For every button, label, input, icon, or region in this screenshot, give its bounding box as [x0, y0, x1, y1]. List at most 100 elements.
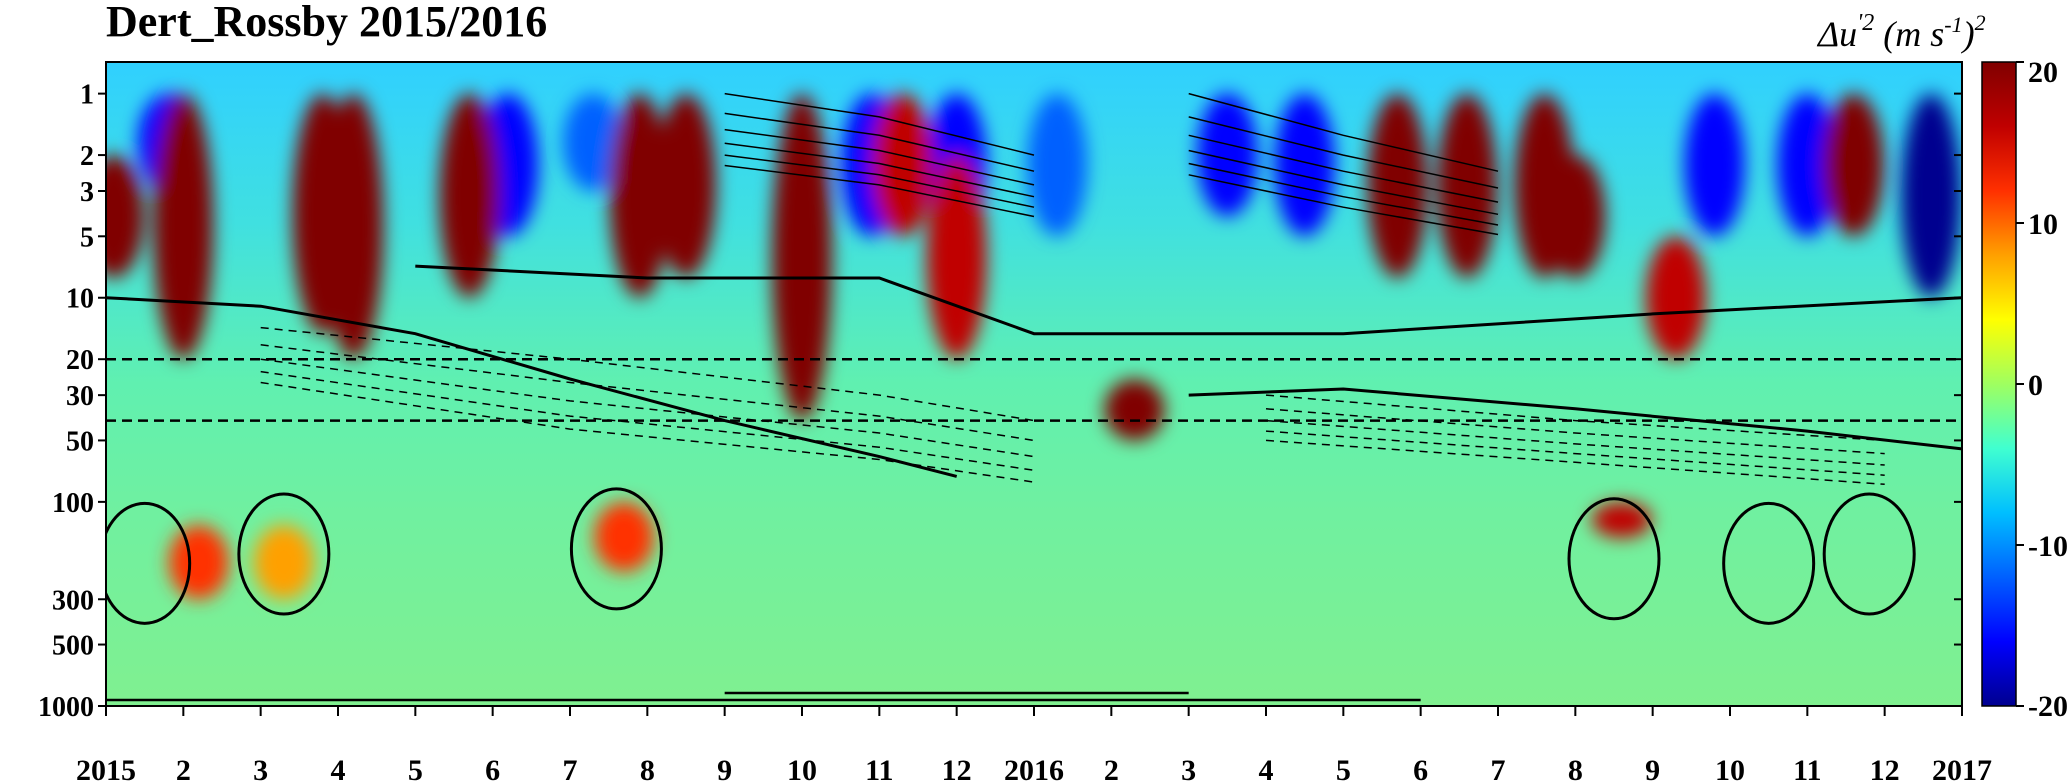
- x-tick-label: 10: [787, 754, 817, 784]
- x-tick-label: 4: [331, 754, 346, 784]
- x-tick-label: 2: [1104, 754, 1119, 784]
- hot-spot: [872, 93, 933, 237]
- x-tick-label: 2015: [76, 754, 136, 784]
- y-tick-label: 1000: [38, 692, 94, 723]
- negative-contour-line: [260, 326, 1035, 422]
- y-axis: 1 2 3 5 10 20 30 50 100 300 500 1000: [38, 80, 1962, 723]
- positive-contour-line: [1188, 174, 1499, 236]
- y-tick-label: 500: [52, 631, 94, 662]
- x-tick-label: 10: [1715, 754, 1745, 784]
- hot-spot: [168, 525, 229, 600]
- hot-spot: [1104, 378, 1165, 441]
- y-tick-label: 1: [80, 80, 94, 111]
- hot-spot: [1823, 93, 1884, 237]
- cold-spot: [1274, 93, 1335, 237]
- svg-text:Δu'2 (m s-1)2: Δu'2 (m s-1)2: [1816, 10, 1986, 54]
- colorbar: 20 10 0 -10 -20: [1981, 56, 2067, 723]
- positive-contour-line: [1188, 134, 1499, 203]
- hot-spot: [772, 93, 832, 421]
- positive-contour-line: [1188, 162, 1499, 226]
- hot-spot: [594, 501, 655, 572]
- positive-contour-line: [724, 92, 1035, 156]
- x-tick-label: 9: [1645, 754, 1660, 784]
- colorbar-tick-label: -20: [2028, 690, 2067, 723]
- positive-contour-line: [1188, 149, 1499, 216]
- x-tick-label: 8: [640, 754, 655, 784]
- dashed-levels: [106, 357, 1962, 422]
- positive-contour-line: [724, 164, 1035, 218]
- x-tick-label: 5: [1336, 754, 1351, 784]
- hot-spot: [106, 155, 144, 278]
- lower-contour-loop: [106, 501, 192, 625]
- lower-contour-loop: [237, 492, 331, 616]
- negative-contour-line: [260, 358, 1035, 458]
- lower-contour-loop: [1722, 501, 1816, 625]
- positive-contour-line: [1188, 92, 1499, 172]
- x-tick-label: 2016: [1004, 754, 1064, 784]
- negative-contour-line: [1265, 439, 1885, 486]
- y-tick-label: 10: [66, 284, 94, 315]
- chart-title: Dert_Rossby 2015/2016: [106, 0, 547, 46]
- x-tick-label: 3: [253, 754, 268, 784]
- zero-contour-line: [415, 264, 1962, 336]
- y-tick-label: 3: [80, 177, 94, 208]
- y-tick-label: 300: [52, 585, 94, 616]
- hot-spot: [656, 93, 716, 278]
- hot-spot: [1645, 236, 1706, 360]
- positive-contour-line: [724, 112, 1035, 172]
- positive-contour-line: [724, 142, 1035, 198]
- colorbar-tick-label: 10: [2028, 208, 2058, 241]
- lower-contour-loop: [1822, 492, 1916, 616]
- x-tick-label: 6: [1413, 754, 1428, 784]
- lower-contour-loop: [569, 487, 663, 611]
- colorbar-label: Δu'2 (m s-1)2: [1816, 10, 1986, 54]
- x-tick-label: 12: [942, 754, 972, 784]
- colorbar-tick-label: 0: [2028, 369, 2043, 402]
- cold-spot: [563, 93, 624, 192]
- colorbar-bar: [1981, 61, 2017, 707]
- hot-spot: [253, 525, 314, 600]
- negative-contour-line: [1265, 419, 1885, 466]
- x-tick-label: 7: [1491, 754, 1506, 784]
- positive-contour-line: [724, 154, 1035, 208]
- colorbar-tick-label: 20: [2028, 56, 2058, 89]
- x-axis: 2015 2 3 4 5 6 7 8 9 10 11 12 2016 2 3 4 5 6 7 8 9 10 11 12 2017: [76, 706, 1992, 784]
- hot-spot: [1545, 155, 1606, 278]
- x-tick-label: 9: [717, 754, 732, 784]
- plot-area: [106, 62, 1962, 706]
- bottom-segments: [106, 691, 1421, 702]
- x-tick-label: 5: [408, 754, 423, 784]
- cold-spot: [1901, 93, 1962, 298]
- cold-spot: [1027, 93, 1088, 237]
- x-tick-label: 6: [485, 754, 500, 784]
- y-tick-label: 20: [66, 345, 94, 376]
- positive-contour-line: [1188, 116, 1499, 189]
- x-tick-label: 2: [176, 754, 191, 784]
- hot-spot: [153, 93, 214, 360]
- hot-spot: [439, 93, 500, 298]
- y-tick-label: 2: [80, 141, 94, 172]
- x-tick-label: 12: [1870, 754, 1900, 784]
- y-tick-label: 30: [66, 381, 94, 412]
- zero-contour-line: [106, 296, 958, 478]
- negative-contour-line: [260, 344, 1035, 442]
- y-tick-label: 50: [66, 426, 94, 457]
- x-tick-label: 11: [865, 754, 893, 784]
- x-tick-label: 4: [1259, 754, 1274, 784]
- x-tick-label: 7: [563, 754, 578, 784]
- negative-contour-line: [1265, 394, 1885, 442]
- hot-spot: [1367, 93, 1428, 278]
- zero-contour-line: [1188, 387, 1962, 451]
- cold-spot: [1684, 93, 1745, 237]
- lower-contour-loop: [1567, 497, 1661, 621]
- negative-contour-line: [1265, 430, 1885, 476]
- hot-spot: [323, 93, 384, 360]
- y-tick-label: 100: [52, 488, 94, 519]
- x-tick-label: 8: [1568, 754, 1583, 784]
- x-tick-label: 3: [1181, 754, 1196, 784]
- hot-spot: [1591, 501, 1652, 538]
- y-tick-label: 5: [80, 222, 94, 253]
- hot-spot: [926, 155, 987, 360]
- x-tick-label: 2017: [1932, 754, 1992, 784]
